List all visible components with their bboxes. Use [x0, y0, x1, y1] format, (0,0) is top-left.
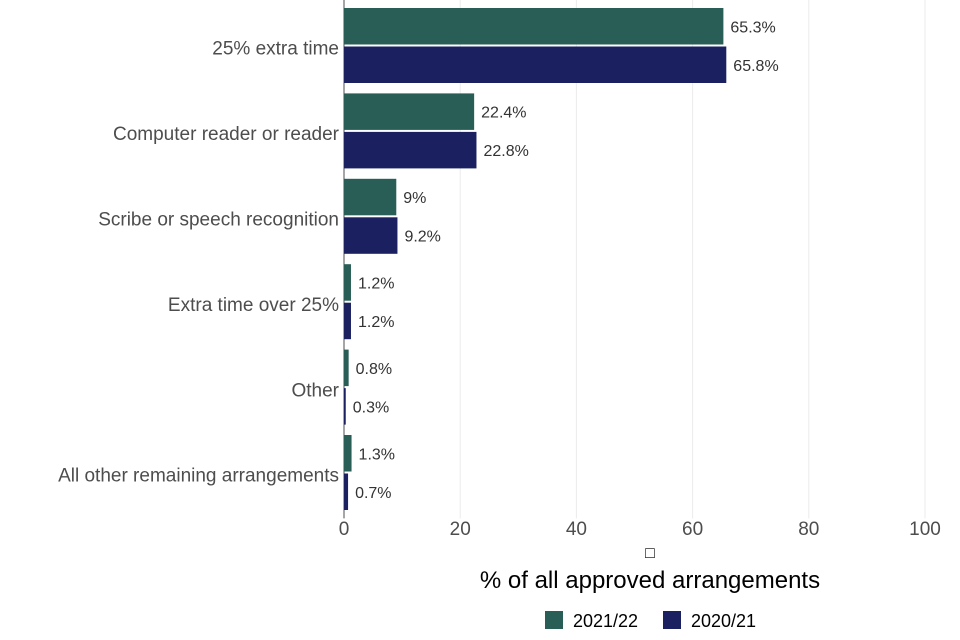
x-tick-label: 60	[682, 519, 703, 540]
data-label: 22.4%	[481, 105, 526, 122]
bar-2020-21	[344, 388, 346, 425]
data-label: 0.3%	[353, 399, 389, 416]
category-label: Extra time over 25%	[168, 295, 339, 316]
bar-2020-21	[344, 131, 477, 169]
category-label: Computer reader or reader	[113, 124, 340, 145]
x-tick-label: 40	[566, 519, 587, 540]
legend: 2021/22 2020/21	[545, 611, 756, 631]
data-label: 1.2%	[358, 314, 394, 331]
data-label: 65.8%	[733, 58, 778, 75]
category-labels: 25% extra time Computer reader or reader S…	[58, 39, 340, 487]
category-label: 25% extra time	[212, 39, 339, 60]
x-tick-label: 20	[450, 519, 471, 540]
category-label: All other remaining arrangements	[58, 466, 339, 487]
data-label: 22.8%	[483, 143, 528, 160]
x-tick-label: 80	[798, 519, 819, 540]
bar-2021-22	[344, 8, 724, 45]
bar-2021-22	[344, 178, 397, 216]
data-label: 1.3%	[359, 446, 395, 463]
x-tick-label: 0	[339, 519, 350, 540]
bar-2020-21	[344, 473, 349, 510]
category-label: Other	[291, 380, 339, 401]
x-tick-labels: 0 20 40 60 80 100	[339, 519, 941, 540]
data-label: 1.2%	[358, 275, 394, 292]
bar-2021-22	[344, 349, 349, 387]
bar-2021-22	[344, 435, 352, 472]
bar-2021-22	[344, 93, 475, 130]
bar-2021-22	[344, 264, 351, 301]
bar-2020-21	[344, 217, 398, 254]
legend-swatch	[663, 611, 681, 629]
legend-swatch	[545, 611, 563, 629]
bar-2020-21	[344, 46, 727, 83]
data-label: 0.8%	[356, 361, 392, 378]
bar-2020-21	[344, 302, 351, 340]
axis-placeholder-glyph: □	[645, 545, 655, 562]
bars: 65.3% 65.8% 22.4% 22.8% 9% 9.2% 1.2% 1.2% 0.8% 0.…	[344, 8, 779, 510]
data-label: 0.7%	[355, 485, 391, 502]
legend-label: 2020/21	[691, 611, 756, 631]
data-label: 9%	[403, 190, 426, 207]
gridlines	[459, 0, 926, 519]
x-tick-label: 100	[909, 519, 941, 540]
data-label: 65.3%	[730, 19, 775, 36]
legend-label: 2021/22	[573, 611, 638, 631]
data-label: 9.2%	[404, 229, 440, 246]
x-axis-title: % of all approved arrangements	[480, 567, 820, 594]
category-label: Scribe or speech recognition	[98, 210, 339, 231]
